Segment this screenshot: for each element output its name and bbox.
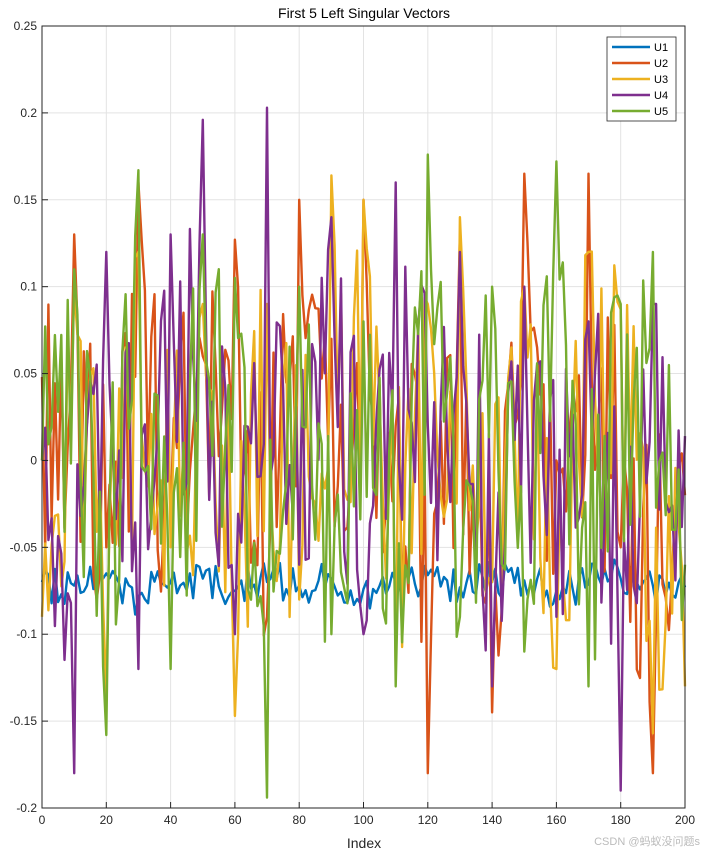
x-tick-label: 160	[546, 813, 566, 827]
series-line-u5	[40, 153, 687, 799]
x-tick-label: 200	[675, 813, 695, 827]
x-tick-label: 20	[100, 813, 114, 827]
series-layer	[40, 106, 687, 799]
x-tick-label: 40	[164, 813, 178, 827]
watermark: CSDN @蚂蚁没问题s	[594, 835, 700, 848]
x-tick-label: 0	[39, 813, 46, 827]
legend: U1 U2 U3 U4 U5	[606, 36, 677, 122]
y-tick-label: 0	[30, 453, 37, 467]
x-axis-label: Index	[347, 835, 381, 851]
ticks: 0 20 40 60 80 100 120 140 160 180 200 -0.2 -0.15 -0.1…	[10, 19, 696, 827]
legend-label-u2: U2	[654, 58, 668, 70]
y-tick-label: 0.1	[20, 280, 37, 294]
y-tick-label: 0.05	[14, 367, 38, 381]
series-line-u3	[40, 174, 687, 735]
y-tick-label: -0.1	[16, 627, 37, 641]
legend-label-u4: U4	[654, 90, 668, 102]
y-tick-label: -0.05	[10, 540, 38, 554]
y-tick-label: 0.15	[14, 193, 38, 207]
y-tick-label: -0.2	[16, 801, 37, 815]
legend-label-u5: U5	[654, 106, 668, 118]
y-tick-label: 0.2	[20, 106, 37, 120]
x-tick-label: 180	[611, 813, 631, 827]
x-tick-label: 120	[418, 813, 438, 827]
x-tick-label: 140	[482, 813, 502, 827]
x-tick-label: 60	[228, 813, 242, 827]
x-tick-label: 100	[353, 813, 373, 827]
x-tick-label: 80	[293, 813, 307, 827]
legend-label-u3: U3	[654, 74, 668, 86]
y-tick-label: -0.15	[10, 714, 38, 728]
chart-title: First 5 Left Singular Vectors	[278, 5, 450, 21]
legend-label-u1: U1	[654, 42, 668, 54]
y-tick-label: 0.25	[14, 19, 38, 33]
